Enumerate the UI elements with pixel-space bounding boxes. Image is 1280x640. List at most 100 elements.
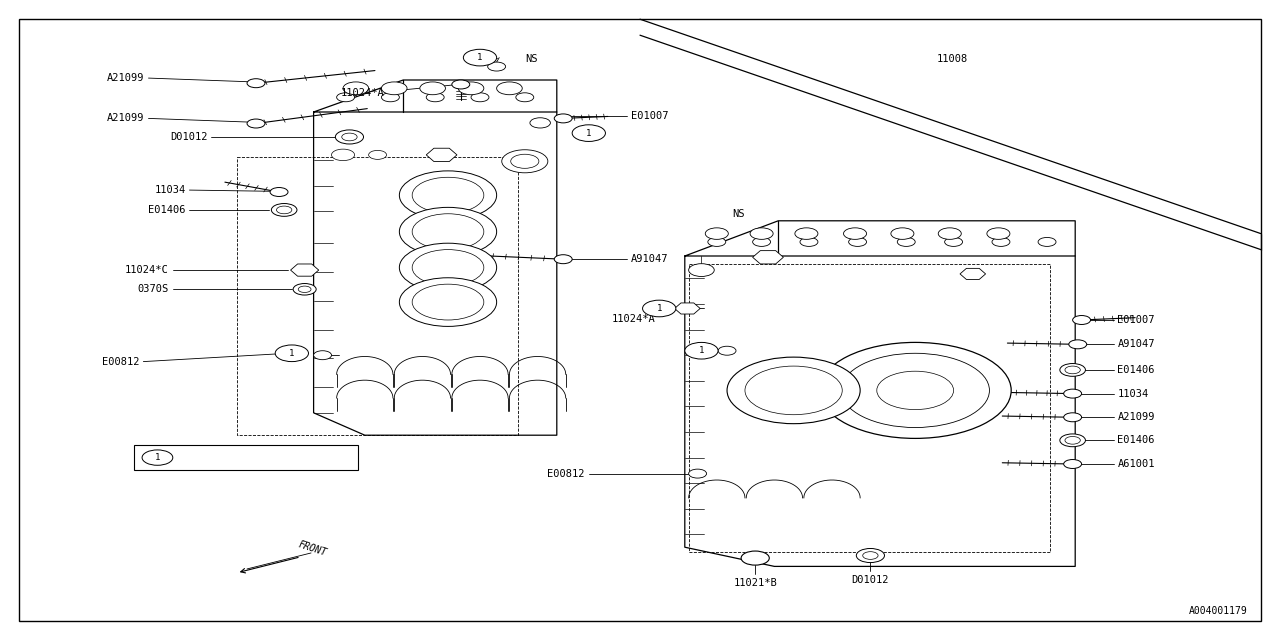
Text: E00812: E00812 — [548, 468, 585, 479]
Circle shape — [938, 228, 961, 239]
Circle shape — [276, 206, 292, 214]
Text: A21099: A21099 — [1117, 412, 1155, 422]
Circle shape — [488, 62, 506, 71]
Text: 11021*B: 11021*B — [733, 578, 777, 588]
Text: 11024*C: 11024*C — [125, 265, 169, 275]
Circle shape — [1064, 413, 1082, 422]
Text: A91047: A91047 — [1117, 339, 1155, 349]
Circle shape — [381, 93, 399, 102]
Circle shape — [689, 264, 714, 276]
Text: E01007: E01007 — [631, 111, 668, 122]
Circle shape — [795, 228, 818, 239]
Circle shape — [412, 284, 484, 320]
Circle shape — [572, 125, 605, 141]
Circle shape — [297, 266, 312, 274]
Text: 1: 1 — [699, 346, 704, 355]
Circle shape — [497, 82, 522, 95]
Circle shape — [298, 286, 311, 292]
Circle shape — [530, 118, 550, 128]
Text: 11024*A: 11024*A — [612, 314, 655, 324]
Text: 11034: 11034 — [155, 185, 186, 195]
Text: 11024*B: 11024*B — [189, 452, 233, 463]
Circle shape — [293, 284, 316, 295]
Text: A004001179: A004001179 — [1189, 605, 1248, 616]
Text: NS: NS — [525, 54, 538, 64]
Text: 11034: 11034 — [1117, 388, 1148, 399]
Text: 0370S: 0370S — [138, 284, 169, 294]
Circle shape — [800, 237, 818, 246]
Circle shape — [891, 228, 914, 239]
Circle shape — [759, 253, 777, 262]
Circle shape — [399, 243, 497, 292]
Circle shape — [458, 82, 484, 95]
Circle shape — [399, 278, 497, 326]
Circle shape — [399, 171, 497, 220]
Circle shape — [708, 237, 726, 246]
Text: D01012: D01012 — [170, 132, 207, 142]
Text: 1: 1 — [586, 129, 591, 138]
Circle shape — [412, 214, 484, 250]
Circle shape — [945, 237, 963, 246]
Polygon shape — [291, 264, 319, 276]
Circle shape — [142, 450, 173, 465]
Circle shape — [433, 150, 451, 159]
Circle shape — [247, 119, 265, 128]
Circle shape — [271, 204, 297, 216]
Text: E01406: E01406 — [1117, 435, 1155, 445]
Circle shape — [270, 188, 288, 196]
Text: 11008: 11008 — [937, 54, 968, 64]
Circle shape — [463, 49, 497, 66]
Text: A21099: A21099 — [108, 113, 145, 124]
Circle shape — [897, 237, 915, 246]
Text: E01406: E01406 — [148, 205, 186, 215]
Circle shape — [844, 228, 867, 239]
Circle shape — [841, 353, 989, 428]
Circle shape — [1069, 340, 1087, 349]
Circle shape — [471, 93, 489, 102]
Circle shape — [1065, 436, 1080, 444]
Circle shape — [1064, 460, 1082, 468]
Text: E01007: E01007 — [1117, 315, 1155, 325]
Bar — [134, 445, 358, 470]
Circle shape — [849, 237, 867, 246]
Circle shape — [681, 305, 694, 312]
Text: D01012: D01012 — [851, 575, 890, 585]
Circle shape — [877, 371, 954, 410]
Circle shape — [511, 154, 539, 168]
Polygon shape — [426, 148, 457, 161]
Circle shape — [399, 207, 497, 256]
Text: NS: NS — [732, 209, 745, 220]
Circle shape — [1060, 434, 1085, 447]
Text: 11024*A: 11024*A — [340, 88, 384, 98]
Text: 1: 1 — [289, 349, 294, 358]
Circle shape — [337, 93, 355, 102]
Circle shape — [516, 93, 534, 102]
Text: 1: 1 — [155, 453, 160, 462]
Circle shape — [412, 177, 484, 213]
Text: E01406: E01406 — [1117, 365, 1155, 375]
Text: 1: 1 — [477, 53, 483, 62]
Circle shape — [342, 133, 357, 141]
Circle shape — [1060, 364, 1085, 376]
Circle shape — [689, 469, 707, 478]
Circle shape — [1065, 366, 1080, 374]
Circle shape — [745, 366, 842, 415]
Circle shape — [1038, 237, 1056, 246]
Text: FRONT: FRONT — [297, 540, 328, 558]
Circle shape — [426, 93, 444, 102]
Text: 1: 1 — [657, 304, 662, 313]
Circle shape — [643, 300, 676, 317]
Circle shape — [1073, 316, 1091, 324]
Circle shape — [863, 552, 878, 559]
Circle shape — [554, 255, 572, 264]
Polygon shape — [675, 303, 700, 314]
Circle shape — [992, 237, 1010, 246]
Polygon shape — [960, 268, 986, 280]
Circle shape — [412, 250, 484, 285]
Circle shape — [452, 80, 470, 89]
Circle shape — [369, 150, 387, 159]
Circle shape — [332, 149, 355, 161]
Circle shape — [343, 82, 369, 95]
Circle shape — [314, 351, 332, 360]
Circle shape — [819, 342, 1011, 438]
